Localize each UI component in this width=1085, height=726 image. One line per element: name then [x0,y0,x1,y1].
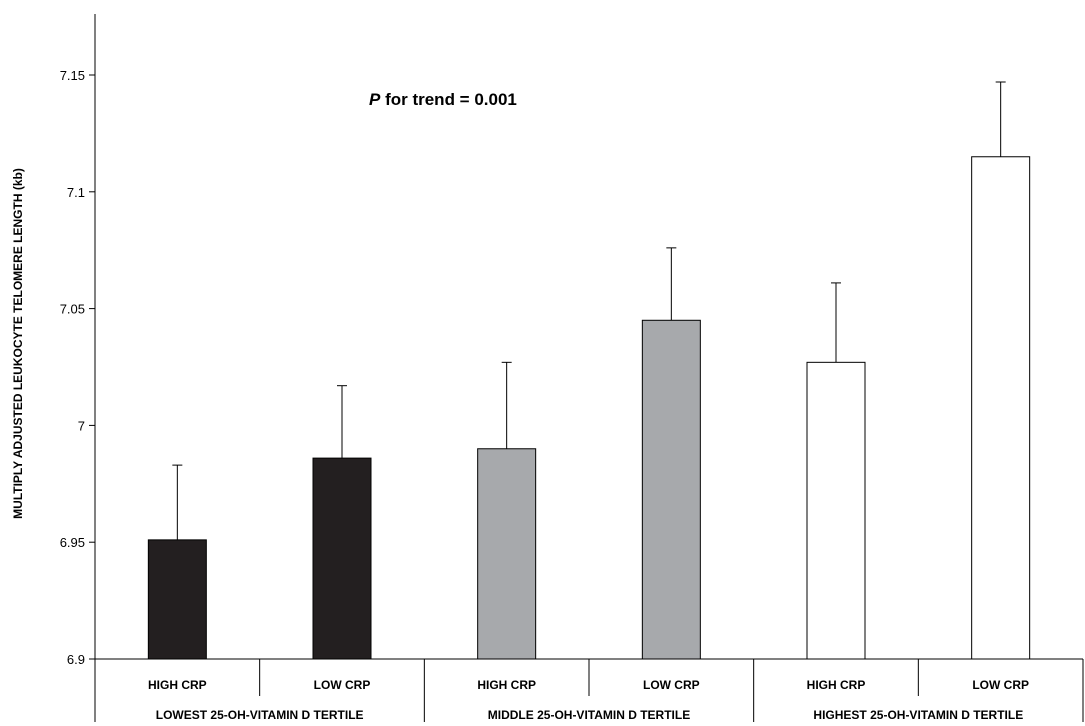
y-axis-label: MULTIPLY ADJUSTED LEUKOCYTE TELOMERE LEN… [11,168,25,519]
bar [477,448,537,660]
y-tick-label: 6.95 [60,535,85,550]
bar [971,156,1031,660]
group-label: HIGHEST 25-OH-VITAMIN D TERTILE [813,708,1023,722]
category-label: HIGH CRP [477,678,536,692]
group-label: MIDDLE 25-OH-VITAMIN D TERTILE [488,708,690,722]
annotation-p-symbol: P [369,90,381,109]
bars [147,156,1031,660]
bar [147,539,207,660]
category-label: LOW CRP [314,678,371,692]
category-label: LOW CRP [643,678,700,692]
bar [312,457,372,660]
group-labels: LOWEST 25-OH-VITAMIN D TERTILE MIDDLE 25-… [156,708,1023,722]
y-axis [89,14,96,660]
y-tick-label: 7.15 [60,68,85,83]
error-bars [172,81,1006,540]
trend-annotation: P for trend = 0.001 [369,90,517,109]
group-label: LOWEST 25-OH-VITAMIN D TERTILE [156,708,364,722]
category-label: HIGH CRP [807,678,866,692]
annotation-text: for trend = 0.001 [380,90,517,109]
category-label: HIGH CRP [148,678,207,692]
y-tick-label: 7.1 [67,185,85,200]
y-tick-label: 6.9 [67,652,85,667]
bar [641,319,701,660]
y-tick-label: 7.05 [60,302,85,317]
category-labels: HIGH CRP LOW CRP HIGH CRP LOW CRP HIGH CRP LO… [148,678,1029,692]
category-label: LOW CRP [972,678,1029,692]
y-tick-label: 7 [78,418,85,433]
x-axis [94,658,1084,722]
bar [806,361,866,660]
y-tick-labels: 6.9 6.95 7 7.05 7.1 7.15 [60,68,85,667]
